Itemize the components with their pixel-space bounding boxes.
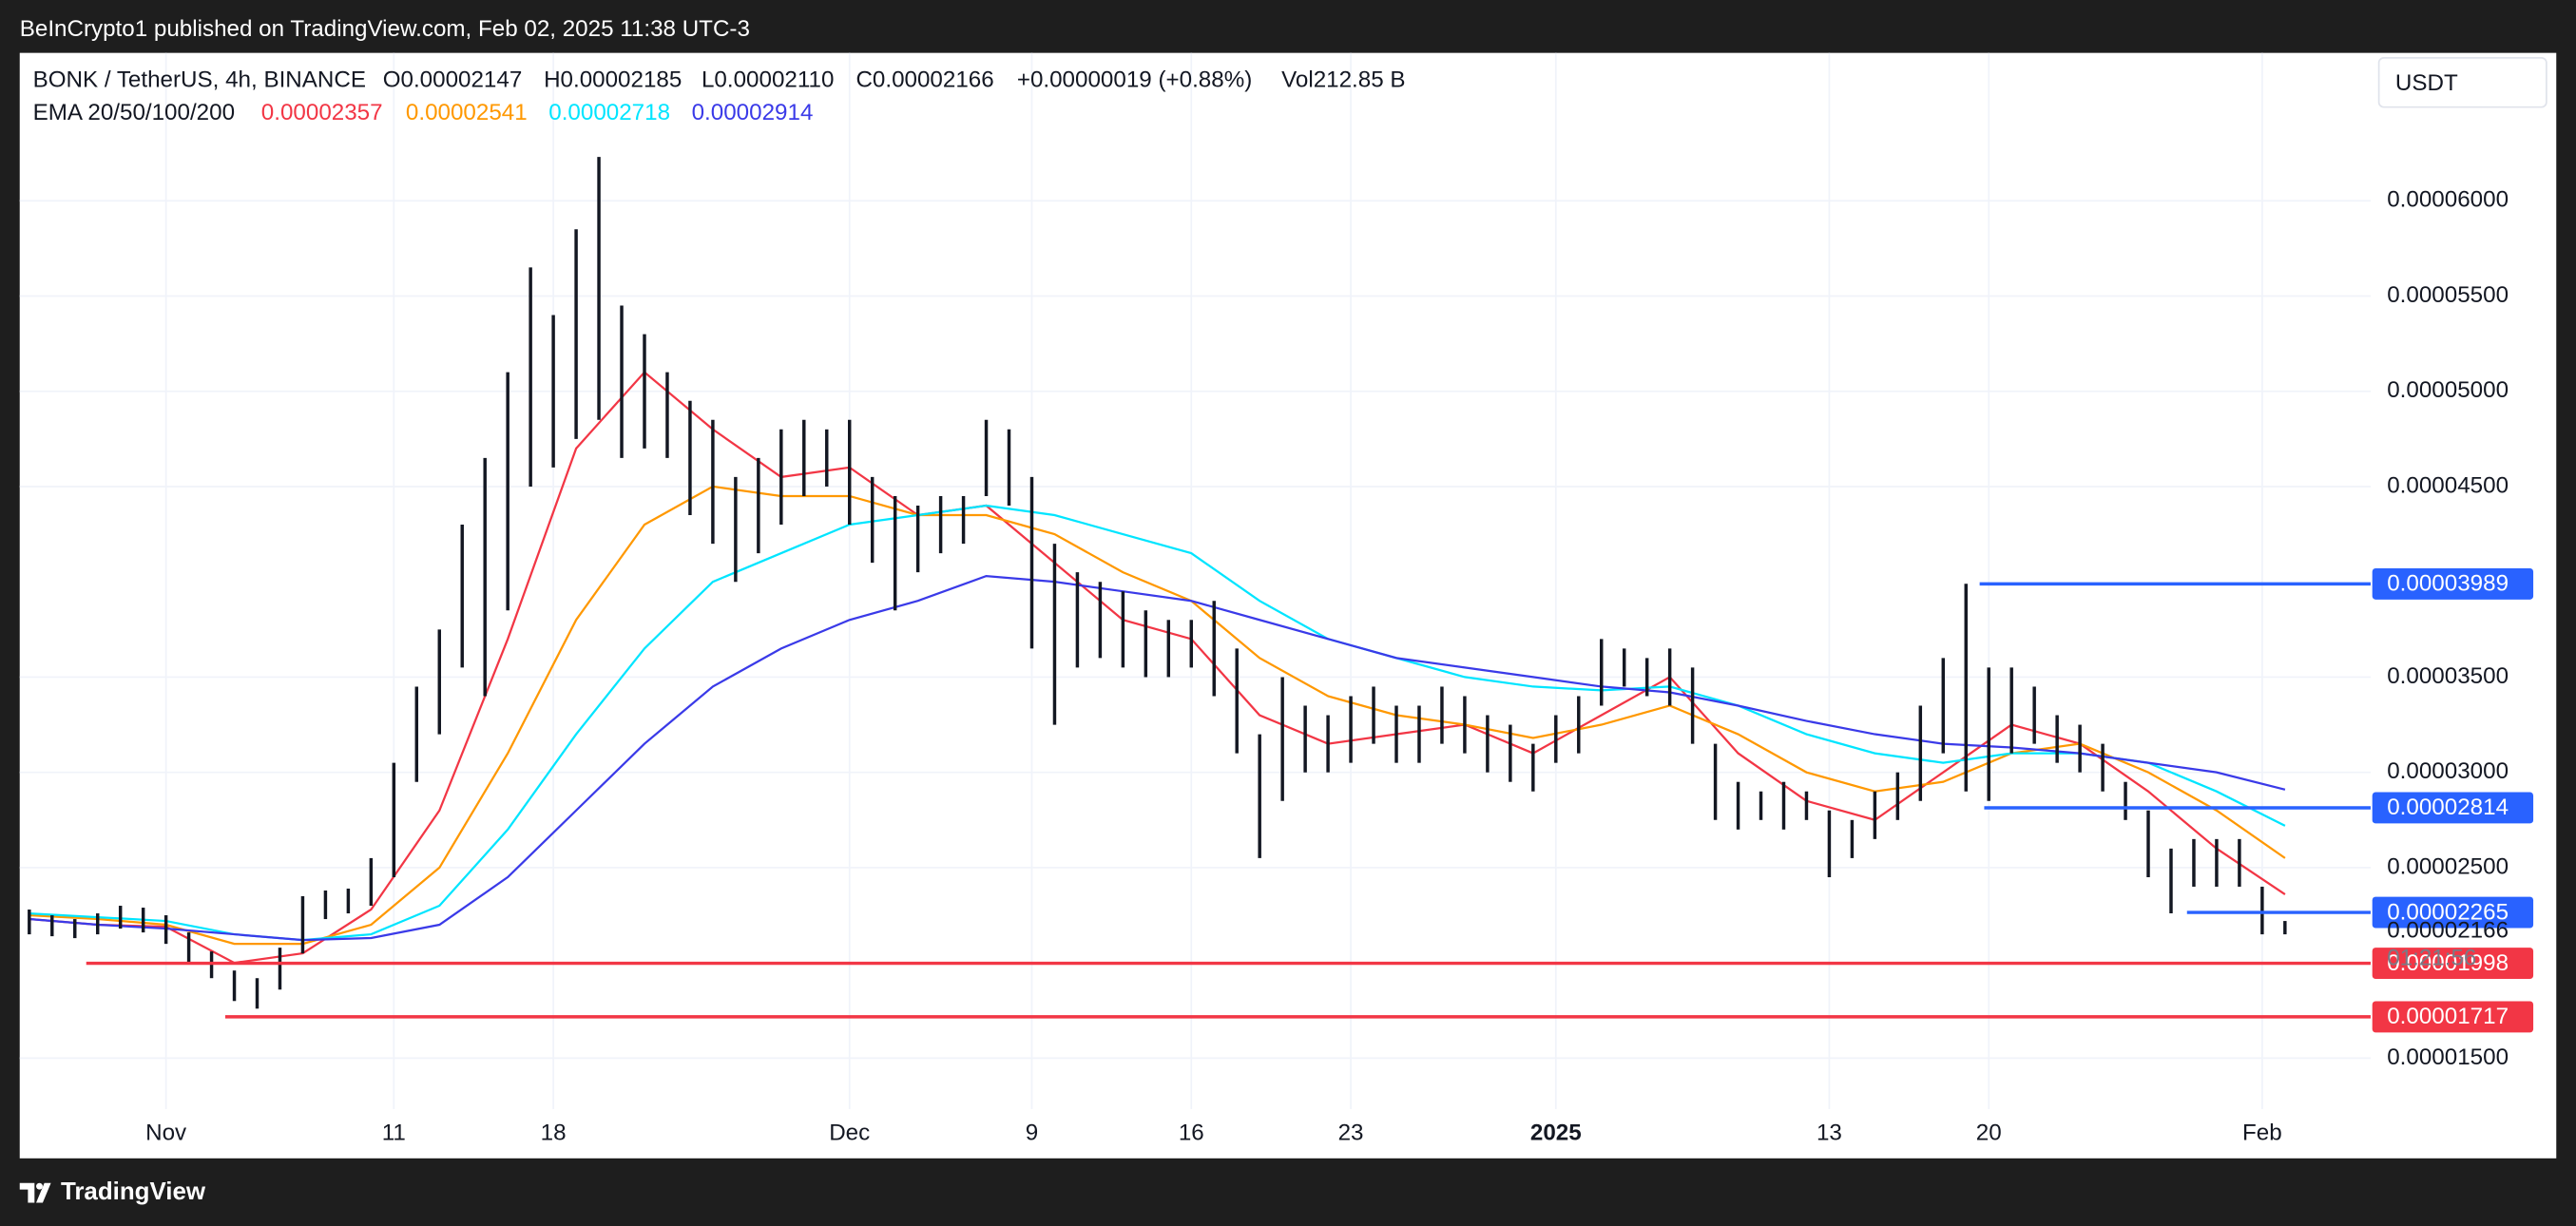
ema-value: 0.00002357 [261, 100, 383, 125]
x-tick-label: Dec [829, 1120, 870, 1145]
ema-line [29, 485, 2286, 946]
volume: Vol212.85 B [1281, 67, 1405, 92]
logo-mark [19, 1182, 51, 1203]
low: L0.00002110 [702, 67, 834, 92]
x-tick-label: 20 [1976, 1120, 2002, 1145]
x-tick-label: 11 [382, 1120, 406, 1145]
countdown: 01:21:56 [2387, 946, 2476, 971]
level-label: 0.00002265 [2387, 899, 2509, 925]
level-tag [2372, 948, 2534, 979]
currency-button[interactable]: USDT [2377, 56, 2547, 108]
y-tick-label: 0.00005000 [2387, 377, 2509, 403]
level-tag [2372, 896, 2534, 929]
level-tag [2372, 567, 2534, 600]
y-tick-label: 0.00003500 [2387, 663, 2509, 689]
y-tick-label: 0.00004500 [2387, 472, 2509, 498]
x-tick-label: 18 [541, 1120, 567, 1145]
logo-dot [36, 1182, 43, 1190]
x-tick-label: 16 [1179, 1120, 1204, 1145]
symbol: BONK / TetherUS, 4h, BINANCE [33, 67, 366, 92]
y-tick-label: 0.00001500 [2387, 1044, 2509, 1070]
currency-box[interactable] [2377, 56, 2547, 108]
level-label: 0.00001998 [2387, 950, 2509, 976]
ema-line [29, 371, 2286, 965]
x-tick-label: 23 [1338, 1120, 1364, 1145]
ema-value: 0.00002718 [548, 100, 670, 125]
ema-line [29, 504, 2286, 942]
level-label: 0.00001717 [2387, 1004, 2509, 1029]
ema-line [29, 574, 2286, 942]
level-tag [2372, 1001, 2534, 1033]
level-label: 0.00003989 [2387, 571, 2509, 597]
publisher-line: BeInCrypto1 published on TradingView.com… [20, 16, 750, 42]
last-price-label: 0.00002166 [2387, 917, 2509, 943]
currency[interactable]: USDT [2395, 70, 2458, 96]
open: O0.00002147 [383, 67, 523, 92]
close: C0.00002166 [855, 67, 993, 92]
high: H0.00002185 [544, 67, 682, 92]
x-tick-label: Feb [2242, 1120, 2282, 1145]
x-tick-label: 2025 [1530, 1120, 1582, 1145]
plot-area [19, 52, 2371, 1109]
x-tick-label: 13 [1817, 1120, 1842, 1145]
y-tick-label: 0.00005500 [2387, 282, 2509, 308]
legend: BONK / TetherUS, 4h, BINANCE O0.00002147… [33, 67, 1406, 125]
ema-label: EMA 20/50/100/200 [33, 100, 235, 125]
y-tick-label: 0.00003000 [2387, 758, 2509, 784]
y-tick-label: 0.00002500 [2387, 853, 2509, 879]
x-tick-label: 9 [1026, 1120, 1038, 1145]
y-tick-label: 0.00006000 [2387, 187, 2509, 213]
brand: TradingView [61, 1178, 206, 1205]
ema-value: 0.00002541 [406, 100, 528, 125]
x-tick-label: Nov [145, 1120, 187, 1145]
level-tag [2372, 792, 2534, 824]
change: +0.00000019 (+0.88%) [1017, 67, 1252, 92]
chart-panel [19, 52, 2557, 1159]
ema-value: 0.00002914 [692, 100, 814, 125]
footer: TradingView [19, 1178, 206, 1205]
level-label: 0.00002814 [2387, 795, 2509, 820]
